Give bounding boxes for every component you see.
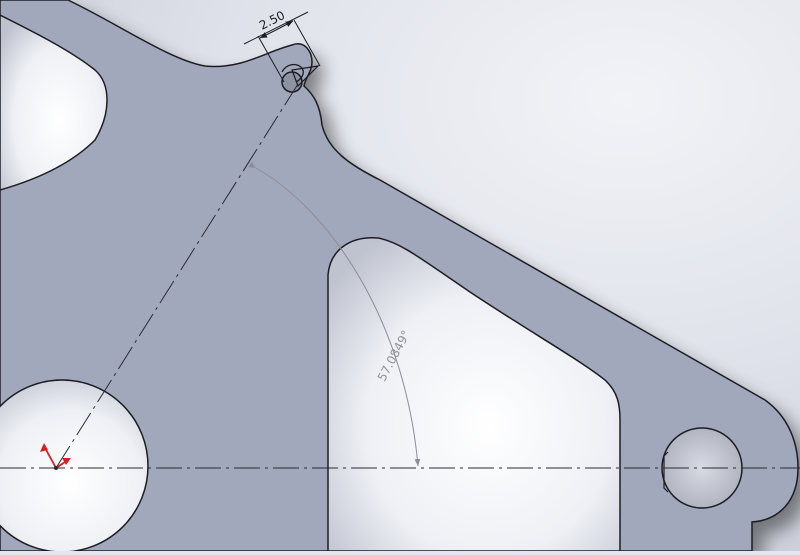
origin-triad-icon — [40, 443, 71, 470]
extension-line-right — [293, 19, 321, 67]
angle-dimension-arc[interactable] — [248, 161, 421, 467]
extension-line-left — [257, 35, 285, 83]
sketch-triangle — [291, 65, 320, 88]
top-left-cutout[interactable] — [0, 14, 108, 191]
dimension-line — [243, 11, 309, 45]
angled-construction-line[interactable] — [55, 83, 299, 469]
dim-arrow-left — [259, 29, 277, 39]
tip-pin-hole[interactable] — [281, 71, 303, 93]
hole-flat-edge — [663, 451, 669, 493]
dim-arrow-right — [275, 20, 294, 31]
